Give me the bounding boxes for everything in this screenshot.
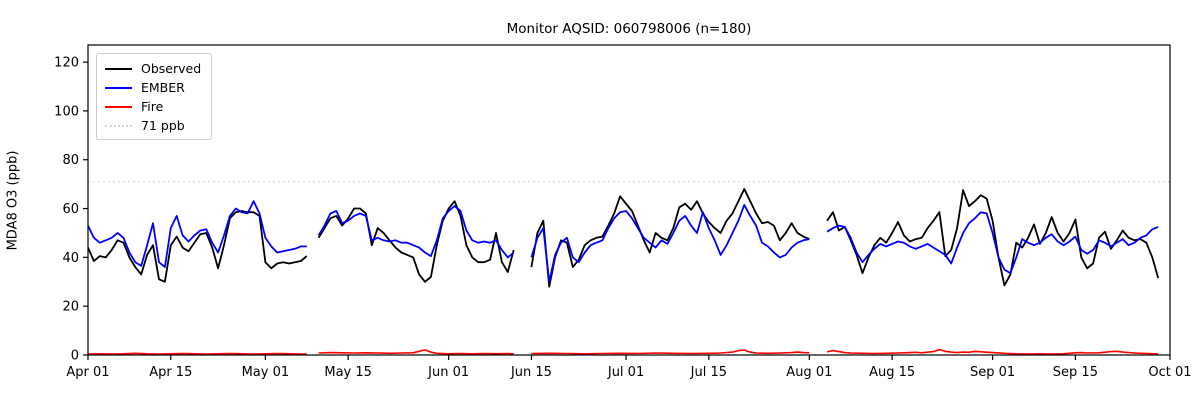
x-tick-label: Jul 01 <box>607 365 644 380</box>
series-line-ember <box>87 200 307 269</box>
legend: Observed EMBER Fire 71 ppb <box>96 53 212 140</box>
legend-label-ember: EMBER <box>141 80 185 95</box>
y-axis-label: MDA8 O3 (ppb) <box>5 150 21 251</box>
series-line-ember <box>530 203 810 283</box>
series-line-fire <box>826 348 1159 355</box>
legend-item-ember: EMBER <box>105 78 203 97</box>
legend-label-observed: Observed <box>141 61 202 76</box>
series-line-observed <box>826 189 1160 287</box>
legend-item-observed: Observed <box>105 59 203 78</box>
fire-line-sample <box>105 105 132 108</box>
legend-label-threshold: 71 ppb <box>141 118 185 133</box>
x-tick-label: Oct 01 <box>1148 365 1191 380</box>
x-tick-label: Jun 15 <box>510 365 552 380</box>
y-tick-label: 120 <box>54 56 79 71</box>
legend-item-fire: Fire <box>105 97 203 116</box>
series-line-fire <box>87 352 307 355</box>
y-tick-label: 20 <box>62 300 79 315</box>
threshold-line-sample <box>105 124 132 127</box>
x-tick-label: Apr 15 <box>149 365 192 380</box>
x-tick-label: Jul 15 <box>690 365 727 380</box>
series-line-ember <box>826 211 1159 275</box>
series-line-observed <box>87 210 308 283</box>
x-tick-label: Apr 01 <box>66 365 109 380</box>
observed-line-sample <box>105 67 132 70</box>
x-tick-label: Aug 01 <box>786 365 832 380</box>
legend-label-fire: Fire <box>141 99 164 114</box>
x-tick-label: Sep 15 <box>1053 365 1098 380</box>
axes-frame <box>87 44 1171 356</box>
series-line-observed <box>317 200 515 283</box>
x-tick-label: Jun 01 <box>427 365 469 380</box>
y-tick-label: 80 <box>62 153 79 168</box>
x-tick-label: Sep 01 <box>970 365 1015 380</box>
y-tick-label: 0 <box>71 349 79 364</box>
y-tick-label: 40 <box>62 251 79 266</box>
y-tick-label: 60 <box>62 202 79 217</box>
x-tick-label: Aug 15 <box>869 365 915 380</box>
series-line-fire <box>318 349 514 355</box>
x-tick-label: May 15 <box>324 365 372 380</box>
legend-item-threshold: 71 ppb <box>105 116 203 135</box>
ember-line-sample <box>105 86 132 89</box>
series-line-ember <box>317 205 515 259</box>
x-tick-label: May 01 <box>242 365 290 380</box>
series-line-fire <box>531 349 810 355</box>
chart-title: Monitor AQSID: 060798006 (n=180) <box>506 21 752 37</box>
y-tick-label: 100 <box>54 104 79 119</box>
